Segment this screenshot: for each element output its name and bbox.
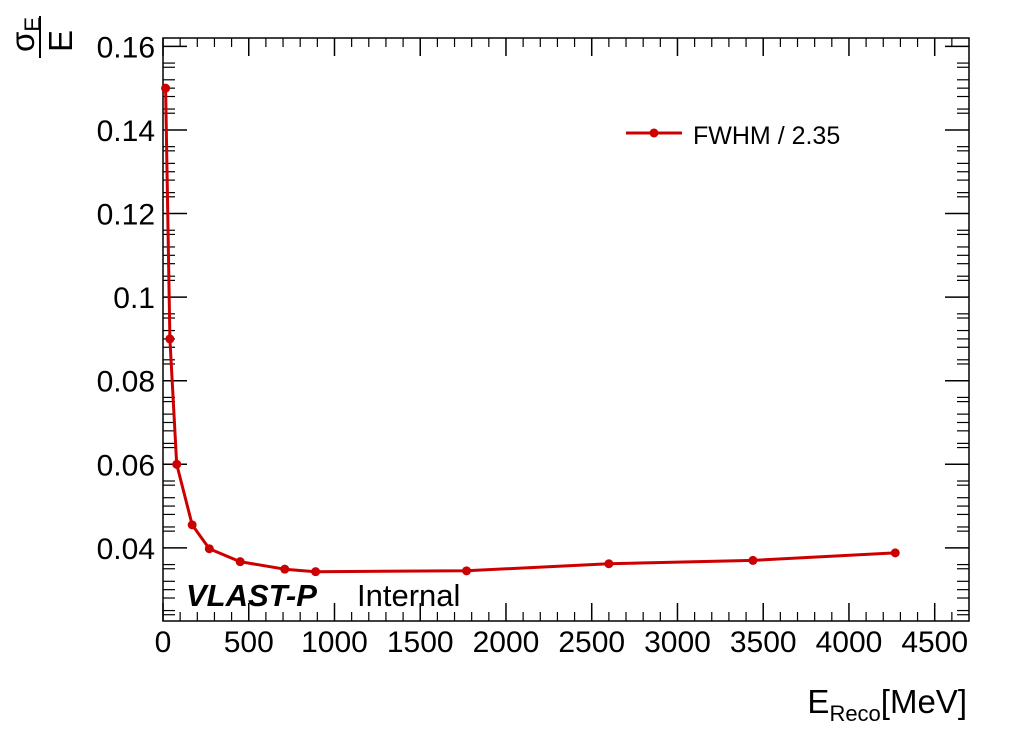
x-tick-label: 1000 — [301, 626, 368, 659]
y-axis-title-numerator-sub: E — [20, 17, 45, 32]
brand-label: VLAST-P — [186, 578, 317, 613]
data-point — [462, 566, 472, 576]
y-axis-title: σE E — [4, 16, 79, 58]
y-tick-label: 0.08 — [97, 366, 155, 399]
data-point — [748, 555, 758, 565]
legend: FWHM / 2.35 — [626, 122, 840, 150]
data-point — [161, 83, 171, 93]
y-tick-label: 0.1 — [113, 282, 155, 315]
data-point — [204, 544, 214, 554]
data-point — [311, 567, 321, 577]
axis-ticks — [162, 38, 969, 621]
series-line — [164, 88, 896, 574]
legend-label: FWHM / 2.35 — [693, 122, 840, 150]
y-tick-label: 0.04 — [97, 533, 155, 566]
x-tick-label: 2000 — [473, 626, 540, 659]
legend-marker-swatch — [649, 128, 659, 138]
x-tick-label: 2500 — [558, 626, 625, 659]
x-axis-title: EReco[MeV] — [807, 683, 967, 726]
x-tick-label: 4500 — [901, 626, 968, 659]
x-tick-label: 1500 — [387, 626, 454, 659]
x-tick-labels: 0 500 1000 1500 2000 2500 3000 3500 4000 4500 — [155, 626, 968, 659]
y-tick-label: 0.12 — [97, 199, 155, 232]
plot-frame — [162, 37, 970, 622]
data-point — [604, 559, 614, 569]
data-point — [890, 548, 900, 558]
x-tick-label: 500 — [224, 626, 274, 659]
x-tick-label: 3500 — [730, 626, 797, 659]
x-tick-label: 0 — [155, 626, 172, 659]
x-tick-label: 4000 — [816, 626, 883, 659]
x-axis-title-suffix: [MeV] — [881, 683, 967, 720]
x-axis-title-main: E — [807, 683, 829, 720]
data-point — [172, 459, 182, 469]
y-tick-label: 0.14 — [97, 115, 155, 148]
y-tick-labels: 0.04 0.06 0.08 0.1 0.12 0.14 0.16 — [97, 31, 155, 566]
y-tick-label: 0.06 — [97, 449, 155, 482]
y-tick-label: 0.16 — [97, 31, 155, 64]
y-axis-title-denominator: E — [42, 30, 79, 52]
svg-text:σE: σE — [4, 17, 45, 52]
internal-label: Internal — [357, 578, 460, 613]
svg-text:EReco[MeV]: EReco[MeV] — [807, 683, 967, 726]
x-axis-title-sub: Reco — [829, 701, 880, 726]
series-layer — [161, 83, 900, 577]
y-axis-title-numerator: σ — [4, 32, 41, 52]
data-point — [235, 557, 245, 567]
data-point — [280, 564, 290, 574]
data-point — [187, 520, 197, 530]
x-tick-label: 3000 — [644, 626, 711, 659]
data-point — [165, 334, 175, 344]
